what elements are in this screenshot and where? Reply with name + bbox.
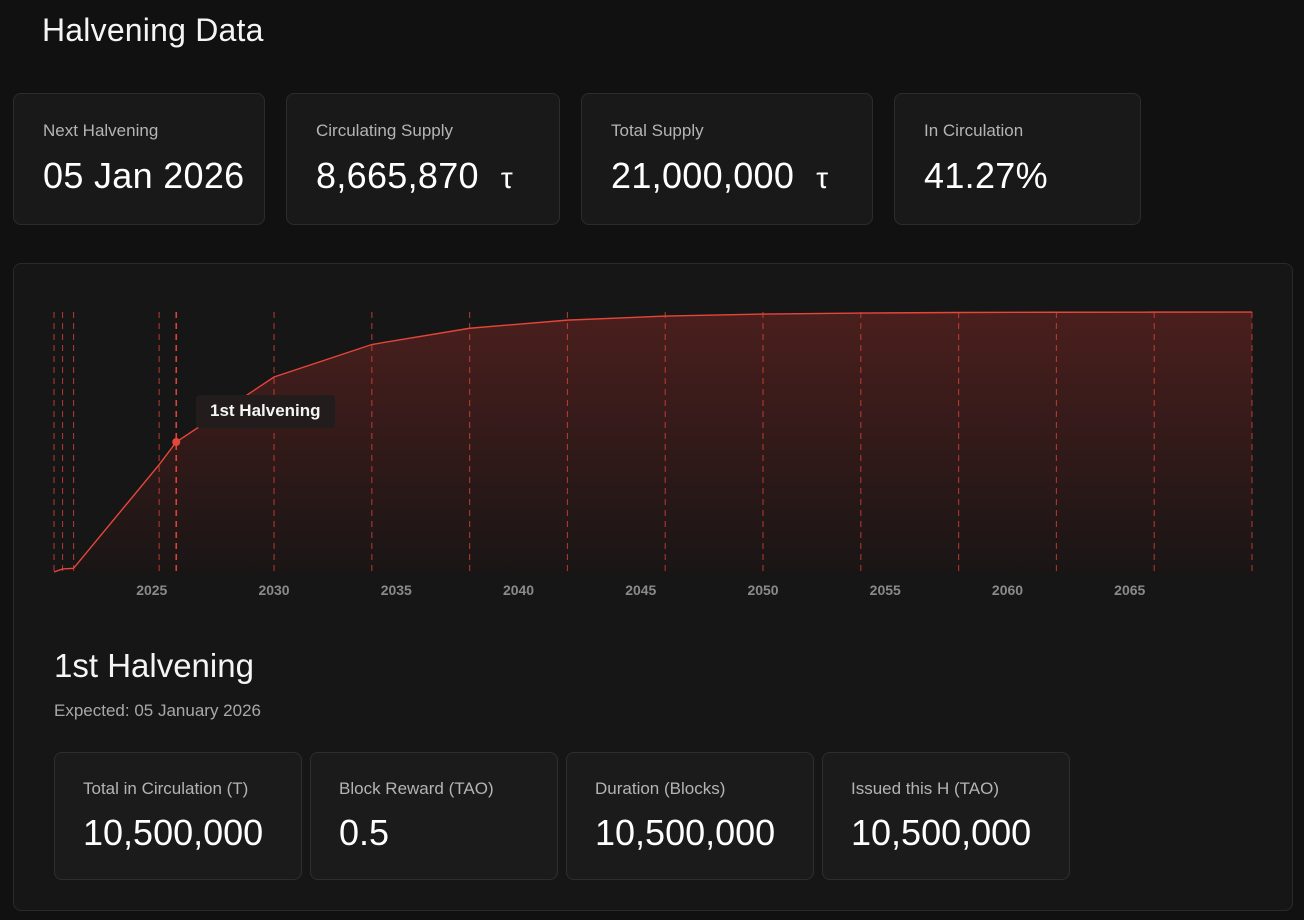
stat-value: 05 Jan 2026 — [43, 155, 245, 196]
tao-symbol-icon: τ — [816, 162, 829, 195]
detail-value: 10,500,000 — [83, 812, 264, 853]
detail-card-issued: Issued this H (TAO) 10,500,000 — [822, 752, 1070, 880]
halvening-expected-date: Expected: 05 January 2026 — [54, 701, 261, 720]
stat-card-circulating-supply: Circulating Supply 8,665,870 τ — [286, 93, 560, 225]
x-tick-label: 2065 — [1114, 582, 1145, 598]
page-title: Halvening Data — [42, 12, 264, 48]
x-tick-label: 2045 — [625, 582, 656, 598]
x-tick-label: 2030 — [258, 582, 289, 598]
halvening-title: 1st Halvening — [54, 647, 254, 684]
detail-value: 10,500,000 — [595, 812, 776, 853]
detail-label: Block Reward (TAO) — [339, 779, 494, 798]
stat-card-total-supply: Total Supply 21,000,000 τ — [581, 93, 873, 225]
highlight-point — [172, 438, 181, 446]
stat-card-next-halvening: Next Halvening 05 Jan 2026 — [13, 93, 265, 225]
stat-label: Circulating Supply — [316, 121, 454, 140]
stat-value: 21,000,000 — [611, 155, 795, 196]
stat-value: 8,665,870 — [316, 155, 479, 196]
detail-label: Duration (Blocks) — [595, 779, 726, 798]
x-tick-label: 2025 — [136, 582, 167, 598]
x-tick-label: 2055 — [870, 582, 901, 598]
stat-card-in-circulation: In Circulation 41.27% — [894, 93, 1141, 225]
x-tick-label: 2050 — [747, 582, 778, 598]
x-tick-label: 2060 — [992, 582, 1023, 598]
detail-label: Total in Circulation (T) — [83, 779, 249, 798]
chart-tooltip: 1st Halvening — [196, 395, 335, 428]
stat-label: Total Supply — [611, 121, 704, 140]
halvening-chart-panel: 2025 2030 2035 2040 2045 2050 2055 2060 2065 1st… — [13, 263, 1293, 911]
stat-label: In Circulation — [924, 121, 1024, 140]
supply-area — [54, 312, 1252, 572]
tao-symbol-icon: τ — [500, 162, 513, 195]
supply-chart[interactable]: 2025 2030 2035 2040 2045 2050 2055 2060 2065 — [14, 264, 1292, 604]
detail-label: Issued this H (TAO) — [851, 779, 999, 798]
detail-card-total-in-circulation: Total in Circulation (T) 10,500,000 — [54, 752, 302, 880]
x-tick-label: 2040 — [503, 582, 534, 598]
detail-card-duration: Duration (Blocks) 10,500,000 — [566, 752, 814, 880]
x-tick-label: 2035 — [381, 582, 412, 598]
detail-card-block-reward: Block Reward (TAO) 0.5 — [310, 752, 558, 880]
stat-value: 41.27% — [924, 155, 1048, 196]
stat-label: Next Halvening — [43, 121, 159, 140]
detail-value: 10,500,000 — [851, 812, 1032, 853]
supply-line — [53, 311, 1253, 573]
detail-value: 0.5 — [339, 812, 390, 853]
